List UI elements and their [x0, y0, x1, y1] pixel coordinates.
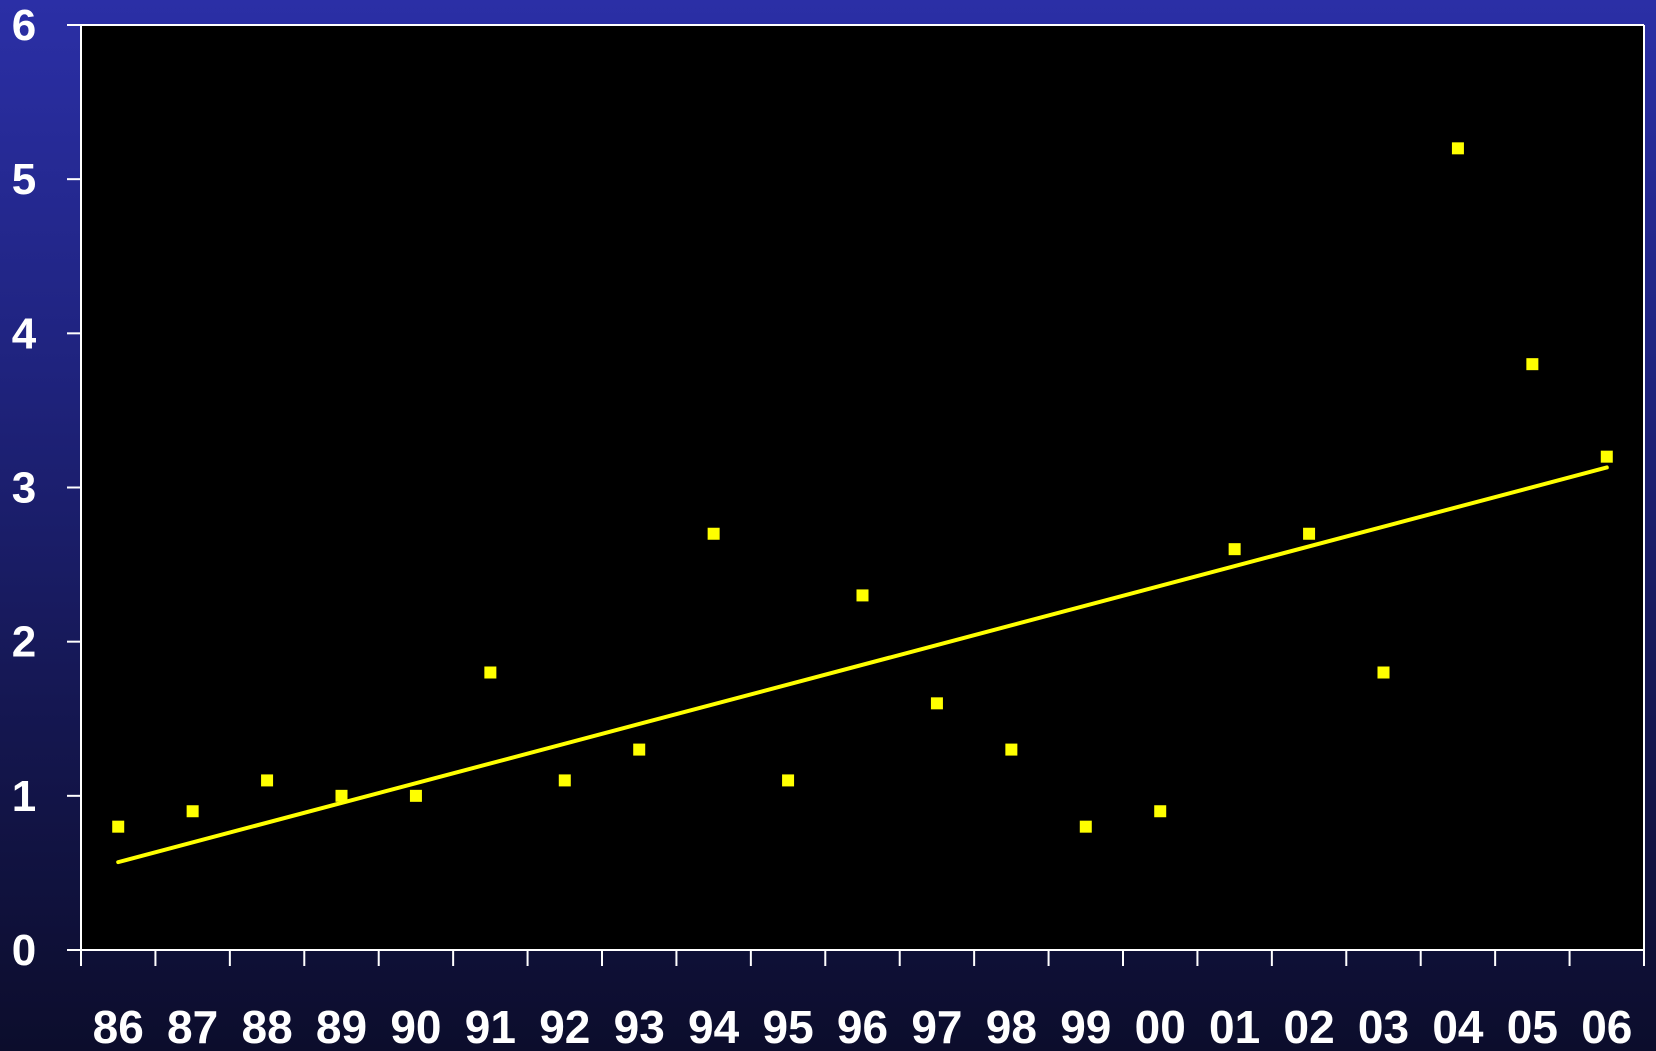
data-point-89 [335, 789, 348, 802]
x-tick-label: 89 [316, 1001, 367, 1051]
x-tick-label: 05 [1507, 1001, 1558, 1051]
data-point-05 [1526, 358, 1539, 371]
x-tick-label: 96 [837, 1001, 888, 1051]
data-point-96 [856, 589, 869, 602]
x-tick-label: 87 [167, 1001, 218, 1051]
y-tick-label: 0 [12, 926, 36, 975]
data-point-97 [930, 697, 943, 710]
data-point-99 [1079, 820, 1092, 833]
y-tick-label: 3 [12, 464, 36, 513]
x-axis: 86 87 88 89 90 91 92 93 94 95 96 97 98 99 00 01 02 03 04 05… [80, 949, 1645, 1051]
data-point-91 [484, 666, 497, 679]
x-tick-label: 06 [1581, 1001, 1632, 1051]
x-tick-label: 93 [614, 1001, 665, 1051]
x-tick-label: 02 [1283, 1001, 1334, 1051]
x-tick-label: 01 [1209, 1001, 1260, 1051]
data-point-93 [633, 743, 646, 756]
data-point-87 [186, 805, 199, 818]
data-point-94 [707, 527, 720, 540]
trendline [116, 465, 1609, 865]
data-point-90 [409, 789, 422, 802]
data-point-86 [112, 820, 125, 833]
x-tick-label: 95 [762, 1001, 813, 1051]
data-point-92 [558, 774, 571, 787]
x-tick-label: 92 [539, 1001, 590, 1051]
x-tick-label: 88 [241, 1001, 292, 1051]
data-point-95 [782, 774, 795, 787]
data-point-04 [1451, 142, 1464, 155]
y-axis: 0 1 2 3 4 5 6 [12, 1, 1645, 975]
y-tick-label: 5 [12, 155, 36, 204]
data-point-01 [1228, 543, 1241, 556]
data-point-00 [1154, 805, 1167, 818]
data-points [112, 142, 1613, 833]
x-tick-label: 00 [1135, 1001, 1186, 1051]
data-point-98 [1005, 743, 1018, 756]
y-tick-label: 4 [12, 309, 37, 358]
x-tick-label: 99 [1060, 1001, 1111, 1051]
x-tick-label: 90 [390, 1001, 441, 1051]
x-tick-label: 94 [688, 1001, 740, 1051]
y-tick-label: 1 [12, 772, 36, 821]
x-tick-label: 91 [465, 1001, 516, 1051]
x-tick-label: 98 [986, 1001, 1037, 1051]
trendline-group [116, 465, 1609, 865]
y-tick-label: 6 [12, 1, 36, 50]
data-point-88 [261, 774, 274, 787]
y-tick-label: 2 [12, 618, 36, 667]
x-tick-label: 86 [93, 1001, 144, 1051]
x-tick-label: 97 [911, 1001, 962, 1051]
data-point-06 [1600, 450, 1613, 463]
data-point-03 [1377, 666, 1390, 679]
x-tick-label: 04 [1432, 1001, 1484, 1051]
x-tick-label: 03 [1358, 1001, 1409, 1051]
data-point-02 [1303, 527, 1316, 540]
